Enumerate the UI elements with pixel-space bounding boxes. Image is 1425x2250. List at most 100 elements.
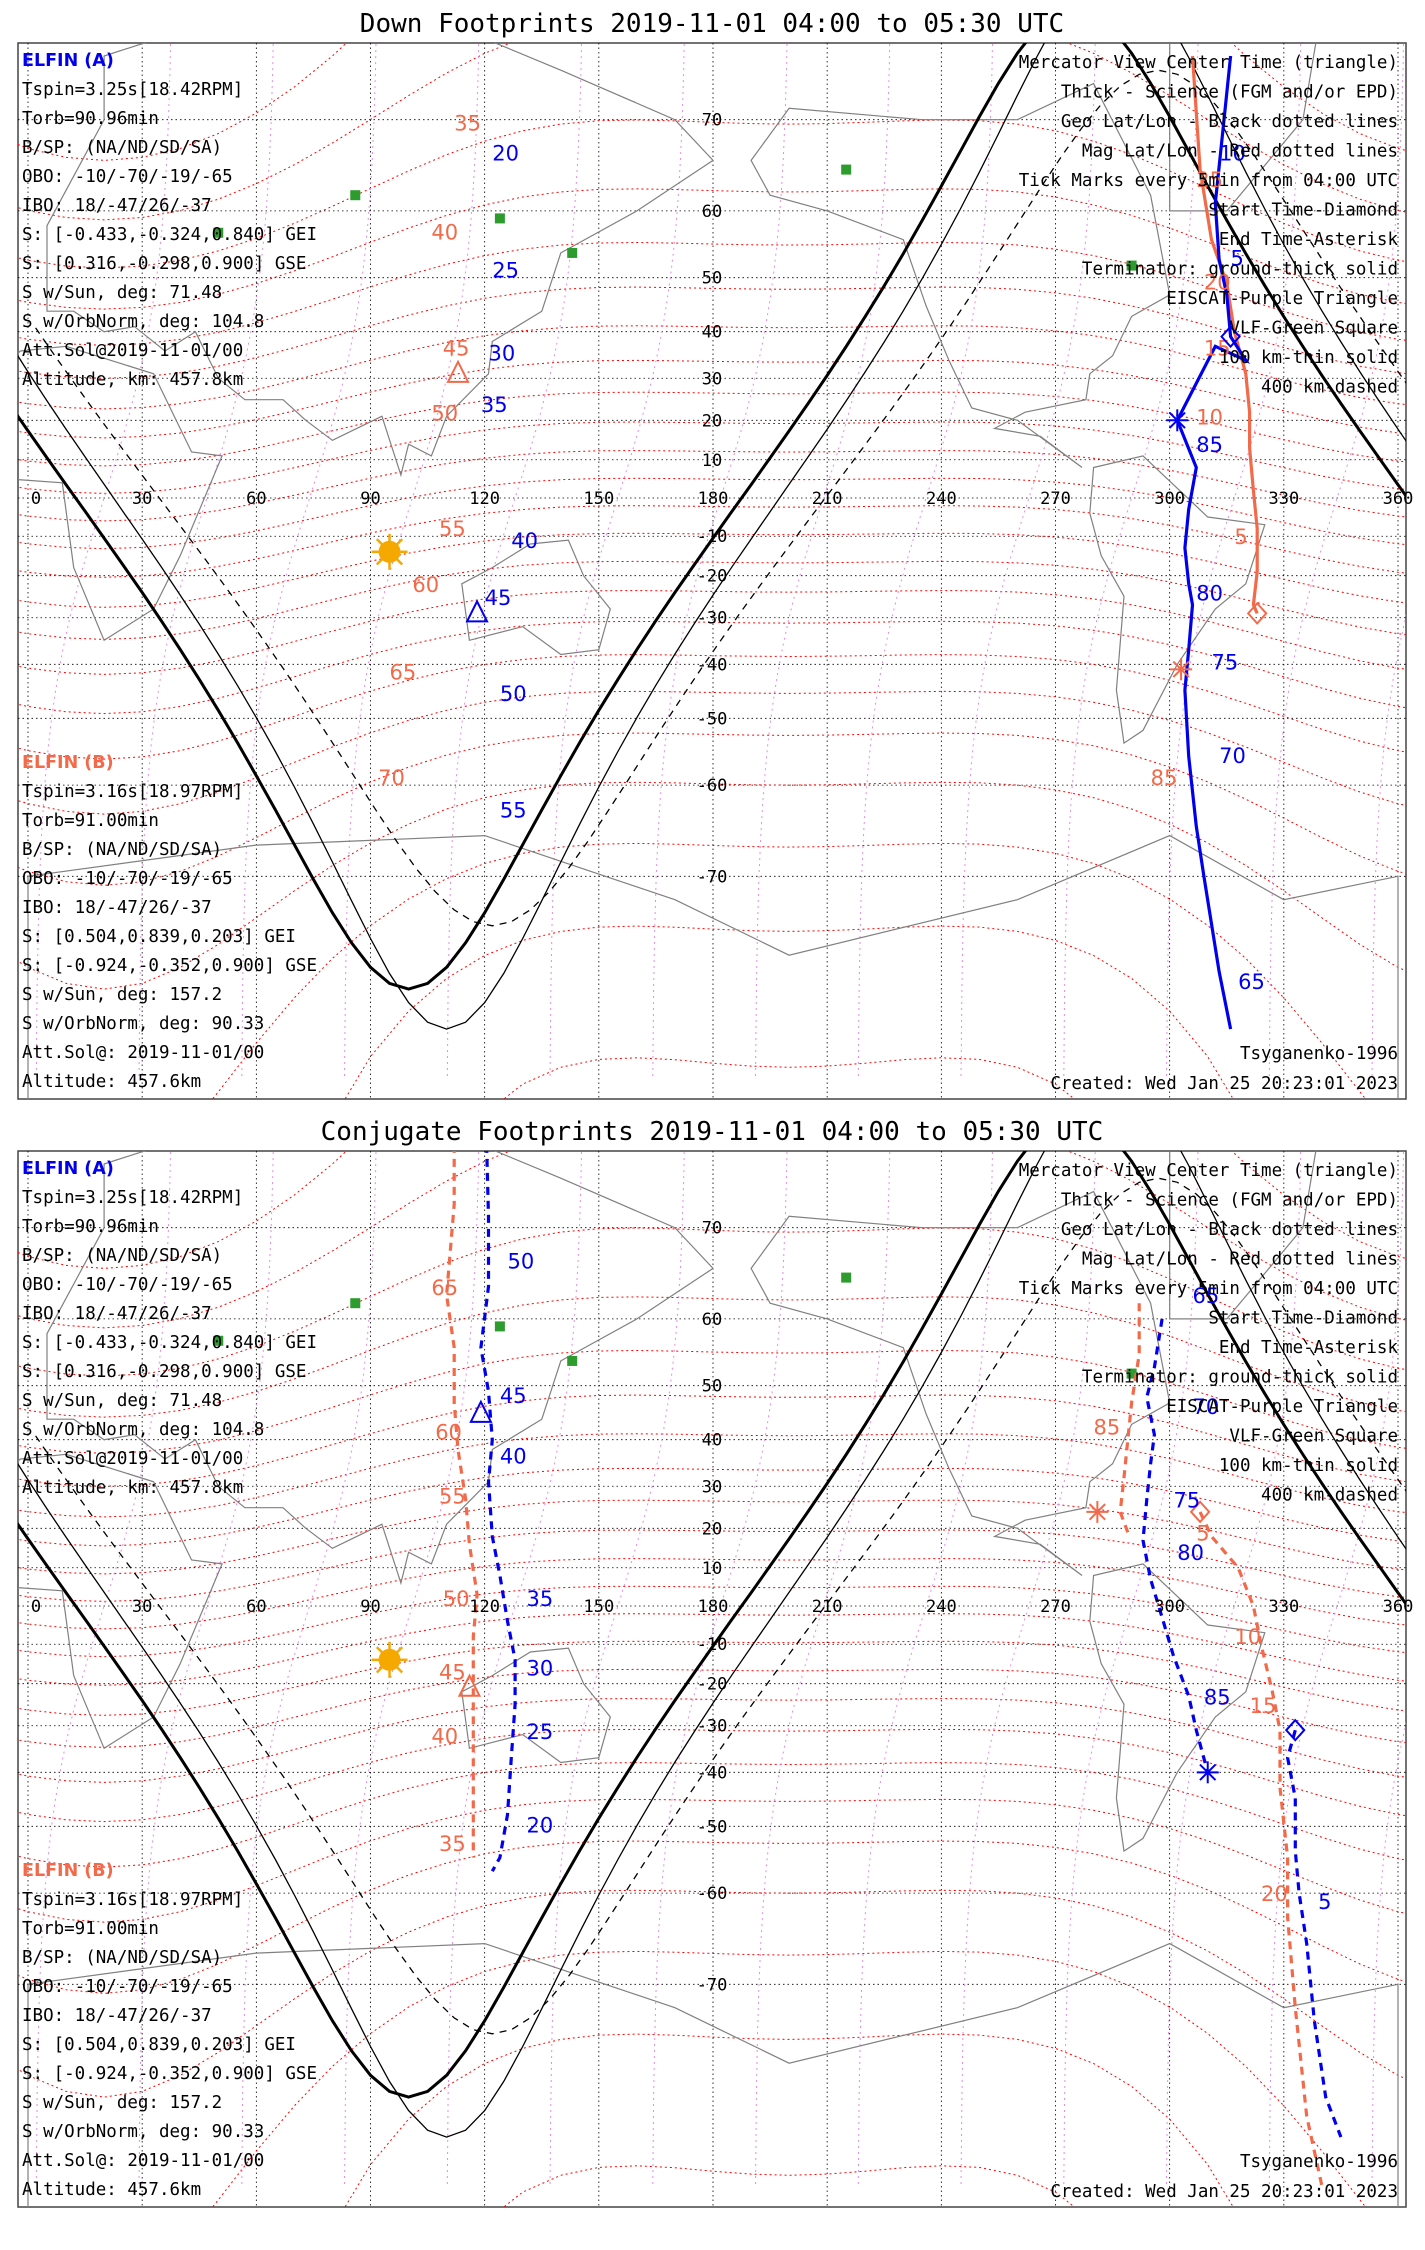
mag-latitude-line bbox=[18, 1840, 1406, 1994]
spacecraft-info-line: IBO: 18/-47/26/-37 bbox=[22, 898, 212, 918]
mag-meridian-line bbox=[549, 1151, 685, 2186]
mag-meridian-line bbox=[857, 43, 993, 1078]
vlf-station-marker bbox=[567, 1355, 578, 1366]
elfin-b-tick-label: 5 bbox=[1196, 1521, 1209, 1545]
mag-latitude-line bbox=[344, 2033, 1234, 2207]
spacecraft-info-line: Altitude, km: 457.8km bbox=[22, 370, 243, 390]
mag-latitude-line bbox=[18, 43, 1406, 161]
mag-latitude-line bbox=[18, 43, 1406, 221]
mag-latitude-line bbox=[18, 505, 1406, 578]
elfin-a-tick-label: 30 bbox=[527, 1657, 554, 1681]
mag-meridian-line bbox=[652, 1151, 788, 2186]
longitude-tick-label: 300 bbox=[1154, 489, 1185, 509]
spacecraft-info-line: S: [-0.433,-0.324,0.840] GEI bbox=[22, 225, 317, 245]
latitude-tick-label: 30 bbox=[702, 1477, 722, 1497]
sun-icon bbox=[371, 1641, 408, 1678]
mag-latitude-line bbox=[18, 1640, 1406, 1716]
mag-meridian-line bbox=[344, 43, 480, 1078]
spacecraft-info-line: Tspin=3.16s[18.97RPM] bbox=[22, 782, 243, 802]
mag-meridian-line bbox=[755, 43, 891, 1078]
longitude-tick-label: 90 bbox=[360, 1597, 380, 1617]
elfin-b-tick-label: 10 bbox=[1196, 405, 1223, 429]
sun-icon bbox=[371, 533, 408, 570]
elfin-a-tick-label: 70 bbox=[1193, 1395, 1220, 1419]
legend-line: EISCAT-Purple Triangle bbox=[1166, 1397, 1398, 1417]
legend-line: Tick Marks every 5min from 04:00 UTC bbox=[1019, 171, 1398, 191]
coastline bbox=[18, 345, 223, 642]
mag-latitude-line bbox=[211, 1950, 1367, 2207]
legend-line: 100 km-thin solid bbox=[1219, 348, 1398, 368]
elfin-b-tick-label: 45 bbox=[439, 1661, 466, 1685]
coastline bbox=[27, 1942, 1399, 2207]
mag-meridian-line bbox=[1166, 43, 1302, 1078]
longitude-tick-label: 180 bbox=[698, 489, 729, 509]
terminator-400km-line bbox=[35, 69, 1406, 927]
longitude-tick-label: 270 bbox=[1040, 489, 1071, 509]
legend-line: Geo Lat/Lon - Black dotted lines bbox=[1061, 1220, 1398, 1240]
mag-latitude-line bbox=[18, 391, 1406, 467]
longitude-tick-label: 30 bbox=[132, 1597, 152, 1617]
mag-latitude-line bbox=[18, 1296, 1406, 1418]
mag-latitude-line bbox=[18, 654, 1406, 760]
latitude-tick-label: 70 bbox=[702, 111, 722, 131]
elfin-b-tick-label: 10 bbox=[1234, 1625, 1261, 1649]
coastline bbox=[461, 539, 611, 656]
latitude-tick-label: -20 bbox=[697, 1675, 728, 1695]
elfin-a-tick-label: 20 bbox=[492, 141, 519, 165]
down-footprints-panel: Down Footprints 2019-11-01 04:00 to 05:3… bbox=[17, 9, 1414, 1100]
elfin-a-tick-label: 40 bbox=[511, 529, 538, 553]
latitude-tick-label: 40 bbox=[702, 1431, 722, 1451]
mag-latitude-line bbox=[18, 1762, 1406, 1868]
elfin-b-center-triangle-icon bbox=[457, 1673, 482, 1697]
elfin-b-tick-label: 85 bbox=[1094, 1416, 1121, 1440]
longitude-tick-label: 90 bbox=[360, 489, 380, 509]
terminator-100km-line bbox=[18, 1151, 1406, 2138]
spacecraft-info-line: Altitude, km: 457.8km bbox=[22, 1478, 243, 1498]
legend-line: VLF-Green Square bbox=[1229, 319, 1398, 339]
elfin-a-tick-label: 50 bbox=[500, 682, 527, 706]
coastline bbox=[1169, 43, 1317, 212]
elfin-b-tick-label: 65 bbox=[390, 661, 417, 685]
mag-latitude-line bbox=[18, 1798, 1406, 1923]
spacecraft-info-line: S w/Sun, deg: 157.2 bbox=[22, 2093, 222, 2113]
created-timestamp: Created: Wed Jan 25 20:23:01 2023 bbox=[1050, 2182, 1398, 2202]
longitude-tick-label: 360 bbox=[1383, 1597, 1414, 1617]
coastline bbox=[1089, 455, 1266, 745]
mag-meridian-line bbox=[549, 43, 685, 1078]
vlf-station-marker bbox=[841, 1272, 852, 1283]
elfin-b-tick-label: 55 bbox=[439, 517, 466, 541]
elfin-b-tick-label: 60 bbox=[435, 1421, 462, 1445]
mag-latitude-line bbox=[503, 2165, 1076, 2207]
spacecraft-info-line: B/SP: (NA/ND/SD/SA) bbox=[22, 840, 222, 860]
elfin-a-tick-label: 65 bbox=[1238, 970, 1265, 994]
elfin-b-tick-label: 25 bbox=[1196, 168, 1223, 192]
vlf-station-marker bbox=[350, 1298, 361, 1309]
mag-meridian-line bbox=[857, 1151, 993, 2186]
longitude-tick-label: 330 bbox=[1268, 1597, 1299, 1617]
legend-line: Terminator: ground-thick solid bbox=[1082, 260, 1398, 280]
elfin-a-tick-label: 10 bbox=[1219, 141, 1246, 165]
longitude-tick-label: 150 bbox=[583, 1597, 614, 1617]
longitude-tick-label: 270 bbox=[1040, 1597, 1071, 1617]
longitude-tick-label: 360 bbox=[1383, 489, 1414, 509]
latitude-tick-label: 60 bbox=[702, 202, 722, 222]
mag-meridian-line bbox=[755, 1151, 891, 2186]
mag-latitude-line bbox=[18, 1467, 1406, 1547]
coastline bbox=[18, 1453, 223, 1750]
mag-meridian-line bbox=[35, 1151, 171, 2186]
spacecraft-info-line: S w/OrbNorm, deg: 104.8 bbox=[22, 1420, 264, 1440]
spacecraft-info-line: Torb=91.00min bbox=[22, 811, 159, 831]
spacecraft-info-line: Tspin=3.25s[18.42RPM] bbox=[22, 80, 243, 100]
mag-meridian-line bbox=[35, 43, 171, 1078]
legend-line: Mag Lat/Lon - Red dotted lines bbox=[1082, 142, 1398, 162]
spacecraft-info-line: IBO: 18/-47/26/-37 bbox=[22, 2006, 212, 2026]
vlf-station-marker bbox=[1126, 1368, 1137, 1379]
elfin-b-start-diamond-icon bbox=[1246, 601, 1268, 625]
elfin-a-center-triangle-icon bbox=[465, 599, 489, 623]
elfin-a-end-asterisk-icon bbox=[1196, 1761, 1219, 1784]
spacecraft-name: ELFIN (A) bbox=[22, 1159, 114, 1179]
legend: Mercator View Center Time (triangle) Thic… bbox=[1019, 1161, 1399, 1506]
latitude-tick-label: 10 bbox=[702, 451, 722, 471]
mag-latitude-line bbox=[18, 1613, 1406, 1686]
